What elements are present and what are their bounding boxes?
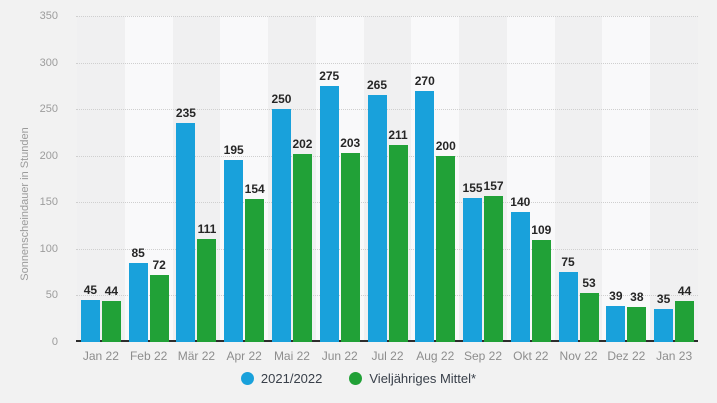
bar-value-label: 202 [292,136,313,151]
y-axis-tick-label: 50 [45,289,58,302]
x-axis-label: Dez 22 [607,349,646,363]
bar-value-label: 265 [366,78,388,93]
bar-value-label: 109 [531,223,552,238]
gridline [76,109,698,111]
bar-value-label: 203 [340,135,361,150]
bar-mean [388,145,408,342]
y-axis-tick-label: 150 [39,196,58,209]
column-stripe [77,16,125,342]
bar-mean [627,306,647,342]
bar-current [606,305,626,342]
bar-current [128,262,148,342]
x-axis-label: Apr 22 [226,349,262,363]
bar-value-label: 195 [223,143,244,158]
bar-value-label: 38 [630,289,644,304]
x-axis-label: Nov 22 [559,349,598,363]
bar-mean [292,153,312,342]
legend: 2021/2022 Vieljähriges Mittel* [0,371,717,386]
bar-current [367,95,387,342]
gridline [76,62,698,64]
bar-current [176,123,196,342]
bar-value-label: 45 [83,283,98,298]
column-stripe [602,16,651,342]
gridline [76,155,698,157]
bar-mean [579,292,599,342]
x-axis-line [76,340,698,342]
bar-current [415,90,435,342]
x-axis-label: Jul 22 [371,349,404,363]
legend-label: 2021/2022 [260,371,323,386]
bar-value-label: 44 [677,284,692,299]
legend-label: Vieljähriges Mittel* [369,371,477,386]
y-axis-tick-label: 0 [51,336,58,348]
bar-current [510,211,530,342]
y-axis-tick-label: 250 [39,103,58,116]
x-axis-label: Jan 23 [656,349,693,363]
bar-current [80,300,100,342]
y-axis-tick-label: 100 [39,242,58,255]
bar-value-label: 53 [582,275,596,290]
bar-current [224,160,244,342]
x-axis-label: Mai 22 [273,349,310,363]
bar-mean [245,198,265,342]
bar-value-label: 155 [462,180,483,195]
bar-value-label: 235 [175,106,196,121]
bar-mean [340,152,360,342]
bar-current [463,197,483,342]
bar-value-label: 35 [656,292,671,307]
bar-value-label: 75 [561,255,575,270]
bar-value-label: 270 [414,73,435,88]
bar-mean [675,301,695,342]
bar-value-label: 154 [244,181,265,196]
gridline [76,248,698,250]
legend-item-2021-2022[interactable]: 2021/2022 [240,371,323,386]
bar-mean [149,274,169,342]
y-axis-tick-label: 200 [39,149,58,162]
x-axis-label: Feb 22 [129,349,168,363]
bar-mean [436,155,456,342]
y-axis-tick-label: 350 [39,10,58,22]
bar-value-label: 44 [104,284,119,299]
bar-value-label: 157 [483,178,504,193]
bar-value-label: 111 [197,221,217,236]
bar-mean [197,238,217,342]
bar-current [558,272,578,342]
column-stripe [650,16,698,342]
gridline [76,202,698,204]
x-axis-label: Okt 22 [513,349,549,363]
legend-dot-green-icon [349,372,363,385]
legend-item-vieljaehriges-mittel[interactable]: Vieljähriges Mittel* [349,371,476,386]
x-axis-label: Aug 22 [416,349,455,363]
y-axis-tick-label: 300 [39,56,58,69]
gridline [76,295,698,297]
bar-value-label: 275 [319,68,340,83]
bar-value-label: 211 [388,128,408,143]
legend-dot-blue-icon [240,372,254,385]
x-axis-label: Jun 22 [321,349,358,363]
x-axis-label: Mär 22 [177,349,216,363]
bar-current [654,309,674,342]
bar-mean [101,301,121,342]
bar-value-label: 140 [510,194,531,209]
bar-current [271,109,291,342]
bar-value-label: 200 [435,138,456,153]
bar-value-label: 85 [131,245,145,260]
x-axis-label: Sep 22 [464,349,503,363]
bar-value-label: 39 [609,288,623,303]
bar-value-label: 250 [271,92,292,107]
bar-value-label: 72 [152,257,166,272]
x-axis-label: Jan 22 [82,349,119,363]
bar-mean [484,195,504,342]
bar-mean [531,240,551,342]
gridline [76,16,698,17]
bar-current [319,85,339,342]
